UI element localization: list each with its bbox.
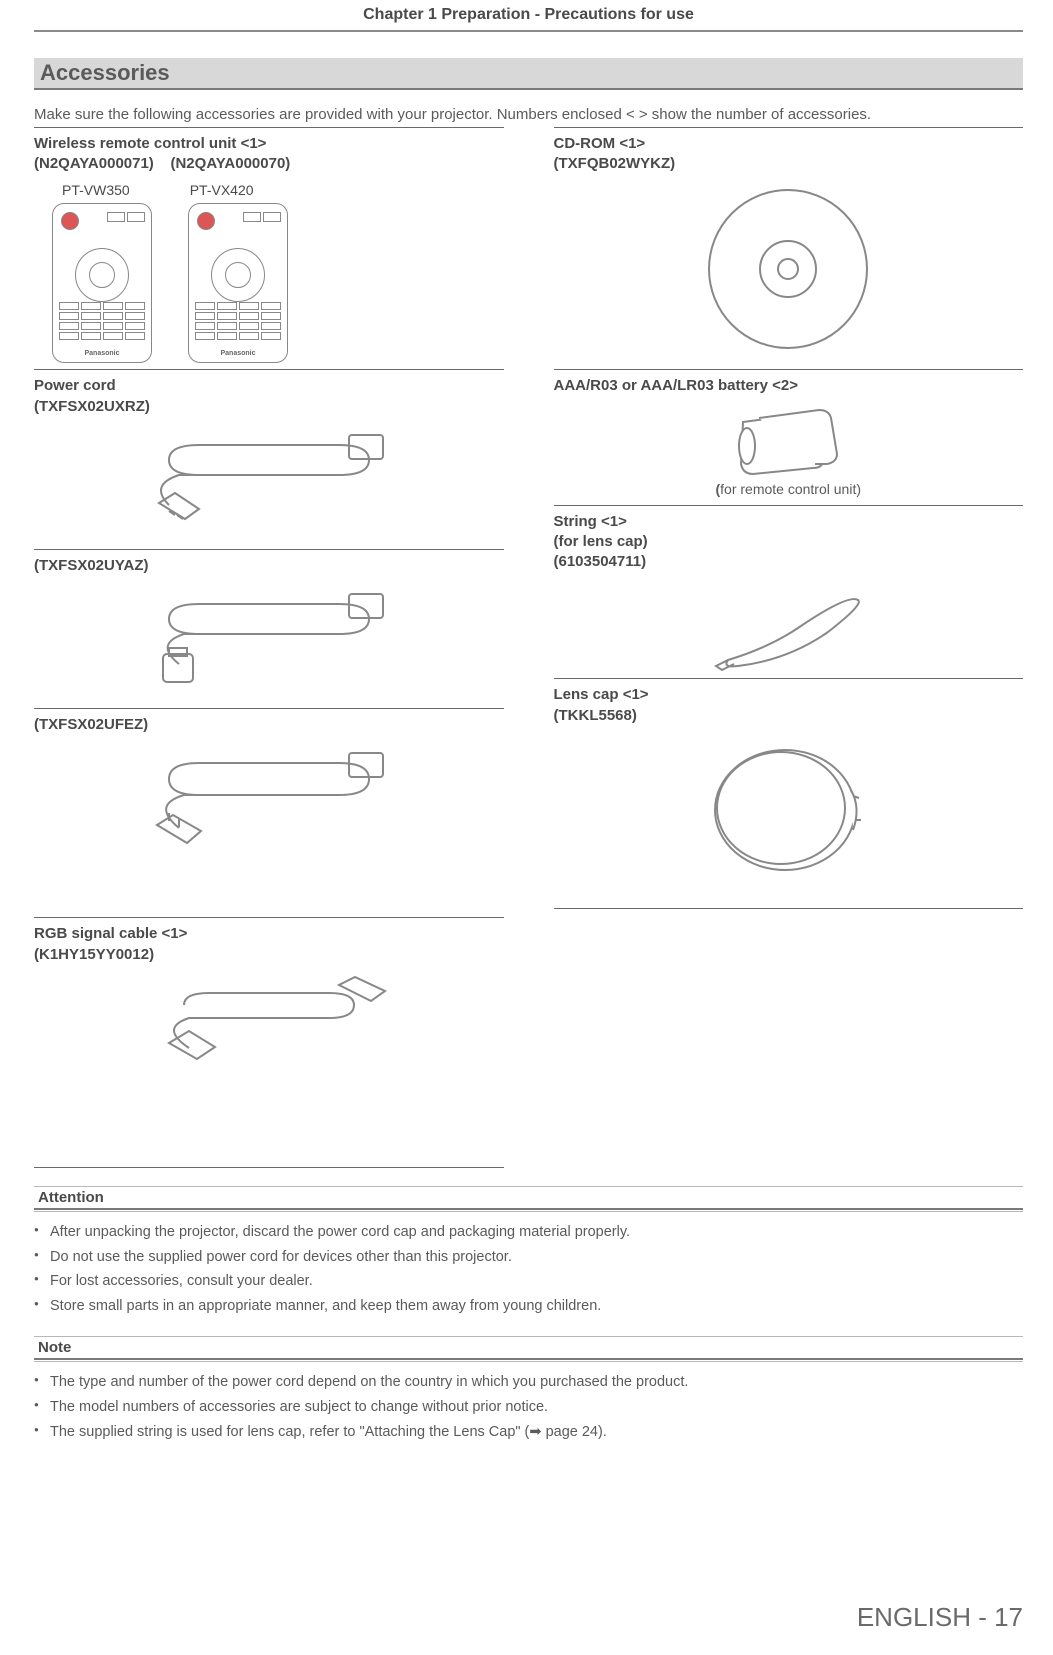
attention-item: Do not use the supplied power cord for d… — [34, 1245, 1023, 1270]
lens-cap: Lens cap <1> (TKKL5568) — [554, 678, 1024, 908]
attention-list: After unpacking the projector, discard t… — [34, 1220, 1023, 1319]
attention-item: After unpacking the projector, discard t… — [34, 1220, 1023, 1245]
section-title-accessories: Accessories — [34, 58, 1023, 90]
page-number: ENGLISH - 17 — [857, 1602, 1023, 1633]
lenscap-part: (TKKL5568) — [554, 706, 1024, 726]
cd-rom: CD-ROM <1> (TXFQB02WYKZ) — [554, 127, 1024, 369]
power-cord-2: (TXFSX02UYAZ) — [34, 549, 504, 708]
remote-illustration-2: Panasonic — [188, 203, 288, 363]
string-sub: (for lens cap) — [554, 532, 1024, 552]
remote-model-2: PT-VX420 — [190, 181, 254, 200]
note-list: The type and number of the power cord de… — [34, 1370, 1023, 1444]
intro-text: Make sure the following accessories are … — [34, 106, 1023, 123]
remote-brand-2: Panasonic — [189, 349, 287, 358]
remote-part-1: (N2QAYA000071) — [34, 155, 154, 172]
string-part: (6103504711) — [554, 552, 1024, 572]
remote-model-1: PT-VW350 — [62, 181, 130, 200]
remote-brand-1: Panasonic — [53, 349, 151, 358]
attention-item: For lost accessories, consult your deale… — [34, 1269, 1023, 1294]
cord-illustration-3 — [139, 743, 399, 853]
string-title: String <1> — [554, 512, 1024, 532]
rgb-title: RGB signal cable <1> — [34, 924, 504, 944]
rgb-cable: RGB signal cable <1> (K1HY15YY0012) — [34, 917, 504, 1167]
battery: AAA/R03 or AAA/LR03 battery <2> (for rem… — [554, 369, 1024, 505]
battery-note: (for remote control unit) — [554, 480, 1024, 499]
rgb-part: (K1HY15YY0012) — [34, 945, 504, 965]
cord-illustration-2 — [139, 584, 399, 694]
cord-illustration-1 — [139, 425, 399, 535]
cd-part: (TXFQB02WYKZ) — [554, 154, 1024, 174]
attention-item: Store small parts in an appropriate mann… — [34, 1294, 1023, 1319]
cd-title: CD-ROM <1> — [554, 134, 1024, 154]
string: String <1> (for lens cap) (6103504711) — [554, 505, 1024, 679]
power-cord-part-2: (TXFSX02UYAZ) — [34, 556, 504, 576]
note-item: The supplied string is used for lens cap… — [34, 1420, 1023, 1445]
note-item: The model numbers of accessories are sub… — [34, 1395, 1023, 1420]
power-cord-part-3: (TXFSX02UFEZ) — [34, 715, 504, 735]
power-cord-3: (TXFSX02UFEZ) — [34, 708, 504, 917]
chapter-header: Chapter 1 Preparation - Precautions for … — [34, 6, 1023, 32]
power-cord-1: Power cord (TXFSX02UXRZ) — [34, 369, 504, 549]
remote-illustration-1: Panasonic — [52, 203, 152, 363]
battery-title: AAA/R03 or AAA/LR03 battery <2> — [554, 376, 1024, 396]
left-column: Wireless remote control unit <1> (N2QAYA… — [34, 127, 504, 1168]
accessories-columns: Wireless remote control unit <1> (N2QAYA… — [34, 127, 1023, 1168]
note-heading: Note — [34, 1336, 1023, 1360]
string-illustration — [708, 582, 868, 672]
power-cord-part-1: (TXFSX02UXRZ) — [34, 397, 504, 417]
remote-title: Wireless remote control unit <1> — [34, 134, 504, 154]
remote-item: Wireless remote control unit <1> (N2QAYA… — [34, 127, 504, 369]
power-cord-label: Power cord — [34, 376, 504, 396]
battery-illustration — [723, 402, 853, 482]
cd-illustration — [708, 189, 868, 349]
lenscap-title: Lens cap <1> — [554, 685, 1024, 705]
note-item: The type and number of the power cord de… — [34, 1370, 1023, 1395]
right-column: CD-ROM <1> (TXFQB02WYKZ) AAA/R03 or AAA/… — [554, 127, 1024, 1168]
remote-part-2: (N2QAYA000070) — [170, 155, 290, 172]
lenscap-illustration — [703, 730, 873, 890]
attention-heading: Attention — [34, 1186, 1023, 1210]
rgb-illustration — [139, 973, 399, 1083]
